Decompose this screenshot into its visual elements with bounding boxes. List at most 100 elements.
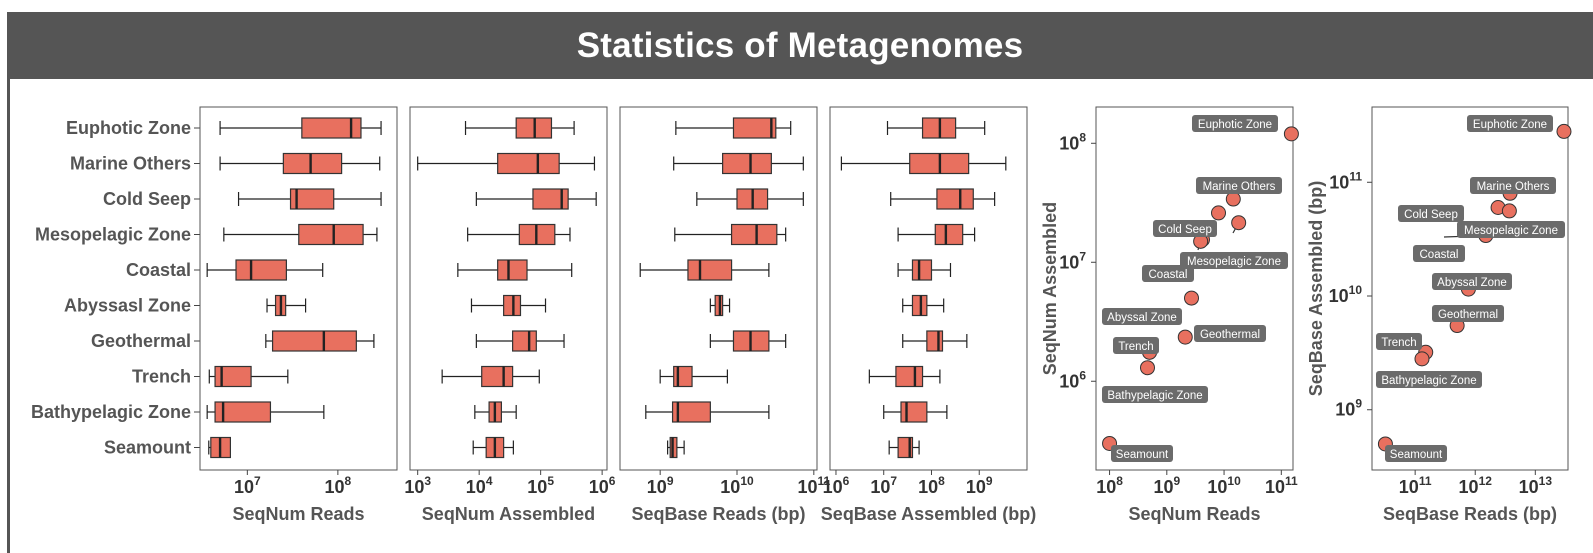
box-abyssasl-zone	[902, 294, 945, 317]
box-trench	[868, 365, 941, 388]
label-text: Abyssal Zone	[1437, 277, 1507, 289]
x-axis-label: SeqNum Reads	[1128, 504, 1260, 524]
point-mesopelagic-zone	[1231, 215, 1247, 231]
point-label: Coastal	[1142, 265, 1194, 282]
label-text: Marine Others	[1203, 181, 1276, 193]
iqr-box	[298, 223, 364, 246]
box-euphotic-zone	[464, 117, 575, 139]
box-trench	[659, 365, 728, 388]
x-axis-label: SeqBase Reads (bp)	[1383, 504, 1557, 524]
box-bathypelagic-zone	[474, 401, 517, 423]
point-label: Geothermal	[1432, 305, 1504, 322]
label-text: Euphotic Zone	[1473, 119, 1547, 131]
category-label: Seamount	[104, 438, 191, 458]
box-abyssasl-zone	[470, 294, 547, 317]
box-seamount	[667, 436, 685, 459]
label-box	[1102, 308, 1182, 325]
scatter-panel: Euphotic Zone Marine Others Cold Seep Mesop…	[1040, 106, 1299, 524]
category-label: Bathypelagic Zone	[31, 402, 191, 422]
x-tick-label: 103	[404, 474, 431, 497]
box-seamount	[888, 436, 920, 459]
label-box	[1467, 115, 1553, 132]
label-text: Coastal	[1420, 249, 1459, 261]
label-box	[1196, 177, 1282, 194]
x-tick-label: 1011	[1265, 474, 1298, 497]
label-text: Cold Seep	[1404, 209, 1458, 221]
box-coastal	[639, 259, 770, 281]
point-euphotic-zone	[1283, 126, 1299, 142]
iqr-box	[532, 188, 569, 210]
iqr-box	[687, 259, 733, 281]
box-marine-others	[840, 152, 1007, 175]
box-geothermal	[902, 330, 968, 352]
box-trench	[208, 365, 289, 388]
x-tick-label: 1011	[1399, 474, 1432, 497]
box-cold-seep	[475, 188, 597, 210]
iqr-box	[497, 259, 528, 281]
label-text: Bathypelagic Zone	[1381, 375, 1476, 387]
label-text: Abyssal Zone	[1107, 312, 1177, 324]
label-text: Seamount	[1116, 449, 1169, 461]
iqr-box	[926, 330, 944, 352]
x-tick-label: 104	[466, 474, 493, 497]
boxplot-panel: 109 1010 1011 SeqBase Reads (bp)	[619, 106, 831, 524]
iqr-box	[730, 223, 778, 246]
label-text: Marine Others	[1477, 181, 1550, 193]
x-tick-label: 108	[918, 474, 945, 497]
box-seamount	[472, 436, 514, 459]
y-axis-label: SeqNum Assembled	[1040, 202, 1060, 375]
box-cold-seep	[696, 188, 804, 210]
box-coastal	[206, 259, 324, 281]
label-box	[1413, 245, 1465, 262]
box-geothermal	[709, 330, 787, 352]
boxplot-panel: 103 104 105 106 SeqNum Assembled	[404, 106, 616, 524]
point-label: Bathypelagic Zone	[1376, 371, 1482, 388]
box-bathypelagic-zone	[206, 401, 325, 423]
box-seamount	[208, 436, 231, 459]
iqr-box	[900, 401, 928, 423]
point-label: Coastal	[1413, 245, 1465, 262]
iqr-box	[301, 117, 362, 139]
iqr-box	[673, 365, 693, 388]
box-euphotic-zone	[675, 117, 792, 139]
point-bathypelagic-zone	[1139, 360, 1155, 376]
point-label: Abyssal Zone	[1432, 273, 1512, 290]
label-box	[1432, 305, 1504, 322]
box-abyssasl-zone	[709, 294, 731, 317]
box-geothermal	[265, 330, 375, 352]
box-abyssasl-zone	[266, 294, 307, 317]
boxplot-panel: 106 107 108 109 SeqBase Assembled (bp)	[821, 106, 1036, 524]
label-box	[1192, 115, 1278, 132]
iqr-box	[503, 294, 522, 317]
x-axis-label: SeqBase Reads (bp)	[631, 504, 805, 524]
label-text: Coastal	[1149, 269, 1188, 281]
point-label: Bathypelagic Zone	[1102, 386, 1208, 403]
box-cold-seep	[890, 188, 996, 210]
label-box	[1376, 333, 1422, 350]
title-bar: Statistics of Metagenomes	[7, 12, 1593, 79]
category-label: Coastal	[126, 260, 191, 280]
category-axis: Euphotic Zone Marine Others Cold Seep Mesop…	[31, 118, 200, 458]
point-geothermal	[1177, 329, 1193, 345]
panel-frame	[1095, 106, 1294, 471]
x-tick-label: 1013	[1519, 474, 1553, 497]
label-box	[1432, 273, 1512, 290]
point-label: Abyssal Zone	[1102, 308, 1182, 325]
iqr-box	[911, 294, 928, 317]
figure-title: Statistics of Metagenomes	[576, 25, 1024, 65]
point-label: Euphotic Zone	[1192, 115, 1278, 132]
label-text: Geothermal	[1200, 329, 1260, 341]
point-label: Mesopelagic Zone	[1457, 221, 1565, 238]
point-label: Geothermal	[1194, 325, 1266, 342]
y-tick-label: 107	[1059, 249, 1086, 272]
y-tick-label: 1011	[1329, 169, 1362, 192]
category-label: Marine Others	[70, 154, 191, 174]
point-euphotic-zone	[1556, 123, 1572, 139]
label-text: Mesopelagic Zone	[1464, 225, 1558, 237]
label-box	[1102, 386, 1208, 403]
point-unlabeled	[1211, 205, 1227, 221]
scatter-panel: Euphotic Zone Marine Others Cold Seep Mesop…	[1306, 106, 1572, 524]
iqr-box	[671, 401, 711, 423]
y-tick-label: 106	[1059, 368, 1086, 391]
